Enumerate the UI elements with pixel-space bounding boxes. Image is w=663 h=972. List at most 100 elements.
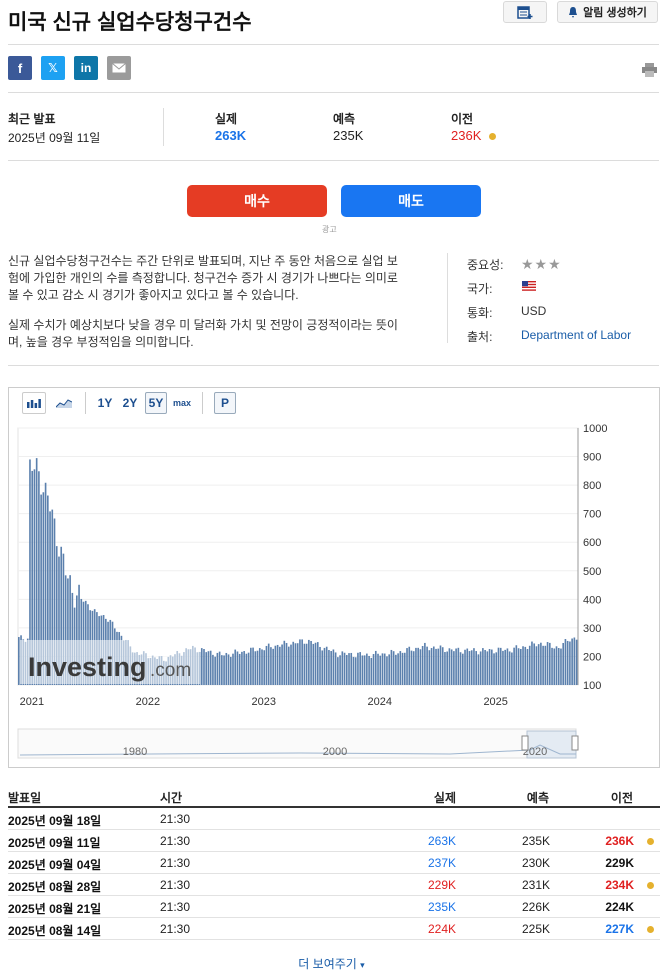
page-header: 미국 신규 실업수당청구건수 알림 생성하기 xyxy=(0,0,663,44)
range-2y-button[interactable]: 2Y xyxy=(122,396,138,410)
source-link[interactable]: Department of Labor xyxy=(521,328,632,342)
bar xyxy=(390,649,393,685)
email-share-button[interactable] xyxy=(107,56,131,80)
create-alert-button[interactable]: 알림 생성하기 xyxy=(557,1,658,23)
bar xyxy=(354,657,357,685)
release-time-cell: 21:30 xyxy=(160,878,191,892)
x-tick-label: 2023 xyxy=(252,696,276,708)
linkedin-share-button[interactable]: in xyxy=(74,56,98,80)
bar xyxy=(296,643,299,685)
bar xyxy=(540,642,542,685)
y-tick-label: 800 xyxy=(583,480,601,492)
bar xyxy=(241,651,243,685)
bar xyxy=(419,649,422,685)
bar xyxy=(528,645,531,685)
bar-chart-toggle[interactable] xyxy=(22,392,46,414)
col-header-forecast: 예측 xyxy=(526,791,549,805)
print-icon[interactable] xyxy=(642,63,657,77)
col-header-actual: 실제 xyxy=(433,791,456,805)
x-share-button[interactable]: 𝕏 xyxy=(41,56,65,80)
bar xyxy=(303,643,306,685)
bar xyxy=(397,653,399,685)
forecast-cell: 230K xyxy=(521,856,550,870)
bar xyxy=(31,470,34,685)
bar xyxy=(343,652,346,685)
add-to-calendar-button[interactable] xyxy=(503,1,547,23)
x-tick-label: 2021 xyxy=(20,696,44,708)
navigator-tick-label: 1980 xyxy=(123,746,147,758)
bar xyxy=(352,656,355,685)
bar xyxy=(270,647,272,685)
y-tick-label: 1000 xyxy=(583,423,607,435)
bar xyxy=(252,647,254,685)
currency-value: USD xyxy=(521,304,547,318)
bar xyxy=(388,654,390,685)
release-time-cell: 21:30 xyxy=(160,900,191,914)
x-tick-label: 2022 xyxy=(136,696,160,708)
bar xyxy=(439,645,442,685)
facebook-icon: f xyxy=(17,60,23,76)
bar xyxy=(312,643,315,685)
bar xyxy=(544,645,547,685)
range-5y-button[interactable]: 5Y xyxy=(145,392,167,414)
bar xyxy=(406,648,408,685)
x-icon: 𝕏 xyxy=(48,61,58,75)
bar xyxy=(468,651,471,685)
release-date-cell: 2025년 08월 14일 xyxy=(8,924,102,938)
currency-label: 통화: xyxy=(467,306,493,320)
bar xyxy=(482,648,484,685)
bar xyxy=(448,648,451,685)
previous-value: 236K xyxy=(451,128,482,143)
bar xyxy=(49,511,51,685)
bar xyxy=(218,651,221,685)
bar xyxy=(490,649,493,685)
bar xyxy=(227,654,230,685)
watermark-logo-suffix: .com xyxy=(150,660,191,681)
show-more-link[interactable]: 더 보여주기 ▾ xyxy=(0,955,663,972)
bar xyxy=(546,642,549,685)
bell-icon xyxy=(569,6,578,18)
bar xyxy=(60,546,63,685)
bar xyxy=(67,578,69,685)
divider xyxy=(8,160,659,161)
percent-toggle-button[interactable]: P xyxy=(214,392,236,414)
range-max-button[interactable]: max xyxy=(172,398,191,408)
sell-button[interactable]: 매도 xyxy=(341,185,481,217)
bar xyxy=(381,653,384,685)
divider xyxy=(202,392,203,414)
navigator-handle xyxy=(571,735,579,751)
range-1y-button[interactable]: 1Y xyxy=(97,396,113,410)
page-title: 미국 신규 실업수당청구건수 xyxy=(8,11,252,34)
previous-label: 이전 xyxy=(451,112,474,126)
x-tick-label: 2024 xyxy=(367,696,391,708)
source-label: 출처: xyxy=(467,330,493,344)
bar xyxy=(301,639,303,685)
bar xyxy=(435,648,437,685)
bar xyxy=(560,648,562,685)
bar xyxy=(316,642,319,685)
bar xyxy=(573,637,576,685)
release-time-cell: 21:30 xyxy=(160,856,191,870)
bar xyxy=(562,642,565,685)
bar xyxy=(205,652,208,685)
bar xyxy=(58,556,60,685)
col-header-date: 발표일 xyxy=(8,791,42,805)
latest-release-label: 최근 발표 xyxy=(8,112,56,126)
bar xyxy=(437,648,440,685)
divider xyxy=(8,365,659,366)
buy-button[interactable]: 매수 xyxy=(187,185,327,217)
facebook-share-button[interactable]: f xyxy=(8,56,32,80)
previous-cell: 227K xyxy=(605,922,634,936)
bar xyxy=(401,652,404,685)
bar xyxy=(486,651,489,685)
calendar-add-icon xyxy=(517,6,533,19)
actual-cell: 229K xyxy=(427,878,456,892)
previous-cell: 236K xyxy=(605,834,634,848)
bar xyxy=(526,649,529,685)
bar xyxy=(459,652,462,685)
bar xyxy=(415,647,417,685)
bar xyxy=(457,647,460,685)
bar xyxy=(319,646,321,685)
area-chart-toggle[interactable] xyxy=(52,392,76,414)
bar xyxy=(207,651,210,685)
